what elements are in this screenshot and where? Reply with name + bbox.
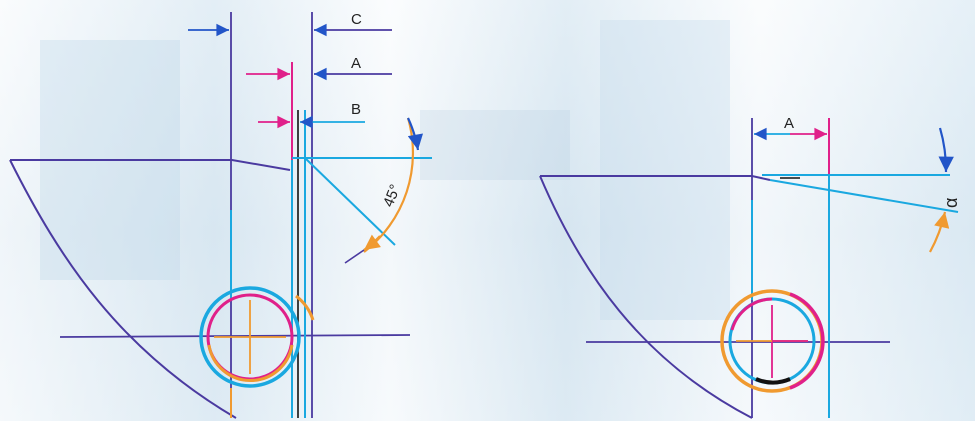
background-shape [420,110,570,180]
right-tube-bottom-black [755,377,791,385]
right-tube-outer-right [789,292,825,390]
left-diagonal-45 [304,157,396,246]
left-tube-inner [206,293,294,381]
right-profile-outline [539,175,771,419]
left-angle-arc-cap [407,117,424,151]
label-c: C [351,11,362,28]
left-tube-outer [199,286,301,388]
right-tube-inner-magenta [730,297,773,331]
label-a-left: A [351,55,361,72]
label-b: B [351,101,361,118]
left-profile-outline [9,159,291,419]
right-figure: A α [539,115,961,419]
right-angle-arc-top [938,127,954,173]
left-angle-arc-end [363,234,381,251]
right-angle-arc-bottom [929,211,950,253]
right-diagonal [769,179,959,213]
left-tube-right-orange [295,294,315,321]
left-center-line [59,334,411,338]
background-shape [600,20,730,320]
label-a-right: A [784,115,794,132]
label-alpha: α [941,198,961,208]
left-figure: C A B 45° [9,11,432,419]
left-angle-tail [344,249,365,264]
left-tube-inner-orange [207,344,294,382]
